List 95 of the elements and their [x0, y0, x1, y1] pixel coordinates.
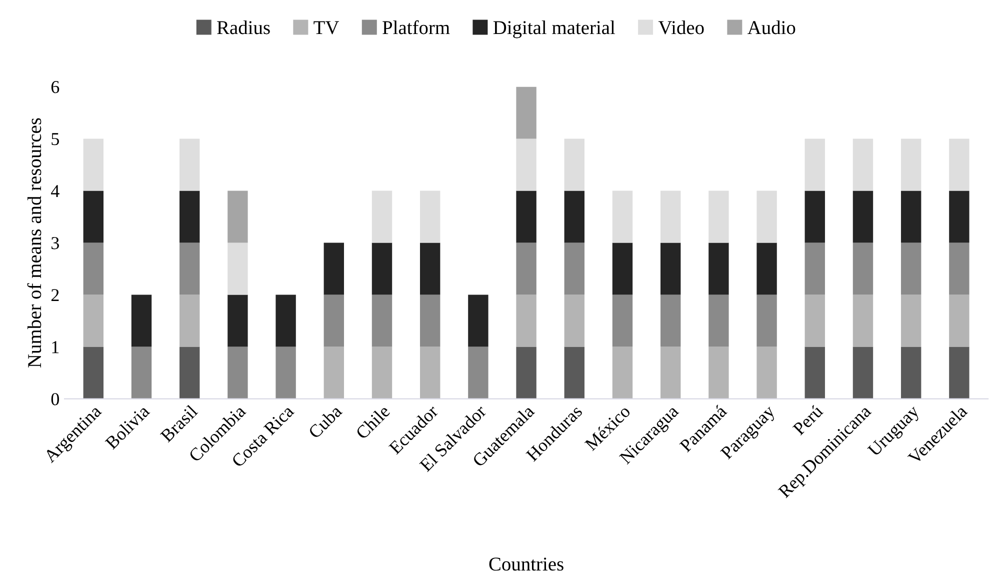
bar: [756, 242, 777, 295]
bar: [516, 242, 536, 295]
bar: [612, 190, 633, 243]
bar: [900, 138, 922, 191]
bar: [564, 242, 584, 295]
bar: [83, 294, 104, 347]
bar: [180, 190, 200, 243]
bar: [564, 190, 584, 243]
bar: [708, 346, 729, 399]
bar: [804, 138, 825, 191]
y-axis-title: Number of means and resources: [27, 118, 42, 368]
bar: [949, 190, 970, 243]
bar: [564, 294, 584, 347]
bar: [180, 346, 200, 399]
bar: [131, 346, 152, 399]
bar: [83, 138, 104, 191]
bar: [949, 346, 970, 399]
bar: [949, 138, 970, 191]
bar: [660, 294, 681, 347]
bar: [756, 294, 777, 347]
x-tick-label: Chile: [354, 404, 391, 440]
legend-label: Video: [658, 20, 704, 34]
legend-label: TV: [314, 21, 340, 34]
bar: [852, 138, 874, 191]
bar: [852, 190, 874, 243]
bar: [468, 346, 488, 399]
bar: [228, 190, 248, 243]
bar: [516, 346, 536, 399]
y-tick-label: 6: [51, 81, 60, 94]
bar: [180, 242, 200, 295]
bar: [660, 346, 681, 399]
bar: [708, 294, 729, 347]
bar: [900, 294, 922, 347]
bar: [228, 242, 248, 295]
y-tick-label: 3: [52, 237, 59, 250]
bar: [660, 242, 681, 295]
bar: [372, 346, 392, 399]
bar: [516, 138, 536, 191]
bar: [708, 190, 729, 243]
y-tick-label: 1: [52, 341, 59, 354]
bar: [852, 346, 874, 399]
bar: [324, 346, 344, 399]
bar: [420, 242, 440, 295]
bar: [756, 190, 777, 243]
bar: [131, 294, 152, 347]
bar: [900, 190, 922, 243]
bar: [276, 294, 296, 347]
bar: [83, 190, 104, 243]
legend-label: Digital material: [493, 20, 616, 38]
y-tick-label: 0: [51, 393, 59, 406]
bar: [420, 346, 440, 399]
bar: [900, 346, 922, 399]
bar: [949, 294, 970, 347]
bar: [804, 242, 825, 295]
bar: [804, 294, 825, 347]
bar: [660, 190, 681, 243]
bar: [564, 346, 584, 399]
legend-label: Platform: [382, 20, 450, 34]
bar: [804, 346, 825, 399]
bar: [900, 242, 922, 295]
bar: [228, 294, 248, 347]
bar: [516, 190, 536, 243]
bar: [180, 294, 200, 347]
bar: [372, 242, 392, 295]
bar: [612, 346, 633, 399]
bar: [324, 242, 344, 295]
y-tick-label: 5: [52, 133, 59, 146]
bar: [516, 86, 536, 139]
bar: [949, 242, 970, 295]
bar: [564, 138, 584, 191]
bar: [804, 190, 825, 243]
bar: [420, 190, 440, 243]
y-tick-label: 4: [51, 185, 60, 198]
bar: [420, 294, 440, 347]
bar: [468, 294, 488, 347]
x-tick-label: Cuba: [307, 404, 343, 440]
bar: [612, 294, 633, 347]
bar: [83, 346, 104, 399]
bar: [756, 346, 777, 399]
bar: [228, 346, 248, 399]
bar: [372, 294, 392, 347]
bar: [83, 242, 104, 295]
x-axis-title: Countries: [489, 558, 564, 571]
bar: [708, 242, 729, 295]
bar: [180, 138, 200, 191]
y-tick-label: 2: [51, 289, 59, 302]
bar: [276, 346, 296, 399]
bar: [372, 190, 392, 243]
legend-label: Radius: [217, 20, 270, 34]
bar: [852, 294, 874, 347]
legend-label: Audio: [748, 20, 796, 34]
bar: [516, 294, 536, 347]
bar: [852, 242, 874, 295]
bar: [324, 294, 344, 347]
bar: [612, 242, 633, 295]
